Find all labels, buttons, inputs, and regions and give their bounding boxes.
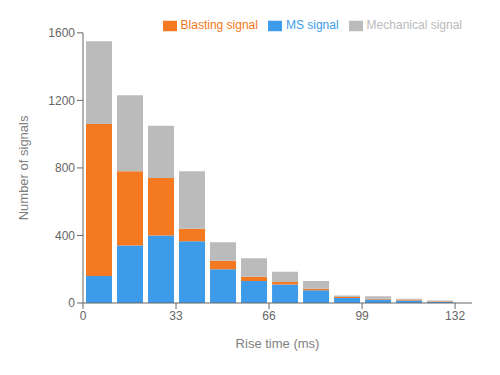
svg-text:800: 800 <box>55 161 75 175</box>
svg-text:33: 33 <box>169 309 183 323</box>
html-text:MS signal: MS signal <box>285 18 339 32</box>
svg-text:1200: 1200 <box>48 94 75 108</box>
svg-text:1600: 1600 <box>48 26 75 40</box>
svg-text:132: 132 <box>445 309 465 323</box>
html-text:Blasting signal: Blasting signal <box>180 18 258 32</box>
svg-text:400: 400 <box>55 229 75 243</box>
svg-text:Number of signals: Number of signals <box>16 115 31 220</box>
svg-text:66: 66 <box>262 309 276 323</box>
svg-text:0: 0 <box>68 296 75 310</box>
html-text:Mechanical signal: Mechanical signal <box>366 18 462 32</box>
svg-text:0: 0 <box>80 309 87 323</box>
svg-text:99: 99 <box>355 309 369 323</box>
svg-text:Rise time (ms): Rise time (ms) <box>236 336 320 351</box>
